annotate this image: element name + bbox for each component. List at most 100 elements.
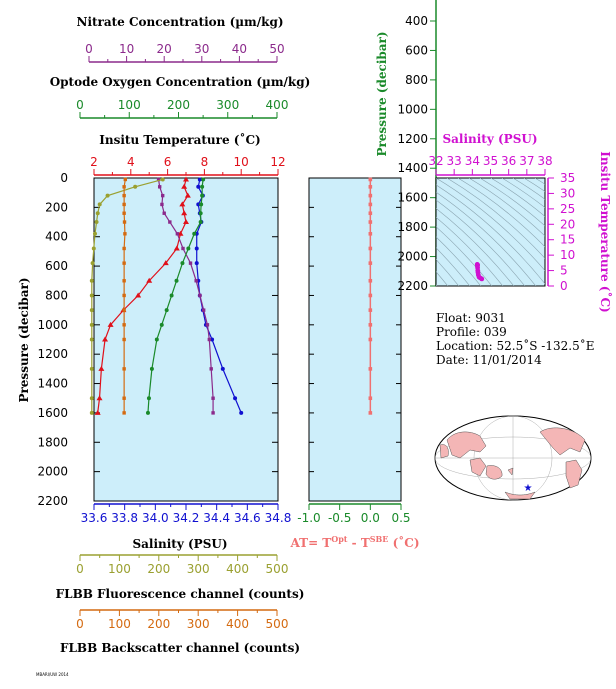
backscatter-point [122,202,126,207]
backscatter-point [122,293,126,298]
density-contour [479,178,545,227]
oxygen-axis: 0 100 200 300 400 [76,98,289,119]
backscatter-tick-label: 200 [147,617,170,631]
ts-pressure-tick-label: 1800 [397,220,428,234]
dtemp-profile [368,177,373,415]
oxygen-tick-label: 400 [266,98,289,112]
nitrate-point [157,185,162,189]
ts-pressure-tick-label: 400 [405,14,428,28]
pressure-tick-label: 400 [45,230,68,244]
ts-temperature-tick-label: 30 [560,186,575,200]
temperature-point [179,201,186,207]
dtemp-point [368,185,373,189]
fluorescence-tick-label: 200 [147,562,170,576]
profile-number: Profile: 039 [436,325,507,339]
dtemp-point [368,337,373,342]
salinity-point [197,177,202,182]
backscatter-point [123,232,127,236]
nitrate-tick-label: 30 [194,42,209,56]
backscatter-point [122,411,126,415]
pressure-tick-label: 800 [45,288,68,302]
density-contour [436,207,515,286]
temperature-point [135,292,142,298]
oxygen-point [154,337,159,342]
salinity-axis: 33.6 33.8 34.0 34.2 34.4 34.6 34.8 [81,503,292,525]
ts-temperature-tick-label: 20 [560,217,575,231]
ts-salinity-tick-label: 32 [428,154,443,168]
pressure-axis: 0 200 400 600 800 1000 1200 1400 1600 1800 2000 220… [37,171,278,508]
ts-salinity-axis: 32 33 34 35 36 37 38 [428,154,553,176]
backscatter-point [122,211,126,215]
ts-salinity-tick-label: 36 [501,154,516,168]
temperature-point [102,336,109,342]
oxygen-point [174,278,179,283]
ts-salinity-axis-label: Salinity (PSU) [442,132,537,146]
salinity-tick-label: 34.8 [265,511,292,525]
backscatter-tick-label: 400 [226,617,249,631]
oxygen-point [180,261,185,266]
temperature-point [107,321,114,327]
nitrate-axis: 0 10 20 30 40 50 [85,42,285,63]
dtemp-point [368,177,373,182]
oxygen-axis-label: Optode Oxygen Concentration (µm/kg) [50,75,311,89]
backscatter-axis-label: FLBB Backscatter channel (counts) [60,641,300,655]
nitrate-point [181,246,185,251]
nitrate-point [168,220,172,224]
nitrate-point [175,232,180,236]
dtemp-point [368,323,373,327]
backscatter-point [122,246,126,251]
temperature-point [94,409,101,415]
density-contour [490,178,545,217]
oxygen-point [164,308,169,313]
dtemp-point [368,367,373,371]
backscatter-point [123,177,128,182]
density-contours [436,178,545,286]
nitrate-point [211,411,215,415]
ts-salinity-tick-label: 38 [537,154,552,168]
float-id: Float: 9031 [436,311,506,325]
dtemp-tick-label: 0.5 [391,511,410,525]
fluorescence-tick-label: 500 [266,562,289,576]
temperature-point [181,183,188,189]
dtemp-point [368,246,373,251]
density-contour [446,178,545,259]
ts-pressure-axis-label: Pressure (decibar) [375,31,389,156]
nitrate-point [211,396,215,400]
density-contour [436,191,537,286]
oxygen-point [192,231,197,236]
nitrate-point [201,308,206,312]
oxygen-point [169,293,174,298]
ts-temperature-tick-label: 10 [560,248,575,262]
pressure-tick-label: 1200 [37,347,68,361]
ts-temperature-tick-label: 15 [560,233,575,247]
temperature-tick-label: 4 [127,155,135,169]
density-contour [501,178,545,208]
temperature-tick-label: 10 [234,155,249,169]
ts-pressure-tick-label: 1400 [397,161,428,175]
dtemp-point [368,231,373,236]
salinity-point [233,396,238,401]
backscatter-point [122,185,126,189]
backscatter-tick-label: 100 [108,617,131,631]
date: Date: 11/01/2014 [436,353,542,367]
pressure-tick-label: 1800 [37,435,68,449]
salinity-tick-label: 34.4 [203,511,230,525]
pressure-tick-label: 2000 [37,465,68,479]
density-contour [436,184,545,285]
density-contour [468,178,545,237]
temperature-point [184,192,191,198]
dtemp-plot-area [308,177,402,502]
ts-pressure-tick-label: 2200 [397,279,428,293]
pressure-tick-label: 1400 [37,377,68,391]
temperature-tick-label: 12 [270,155,285,169]
density-contour [436,199,526,286]
fluorescence-tick-label: 300 [187,562,210,576]
backscatter-point [122,261,126,265]
nitrate-tick-label: 10 [119,42,134,56]
map-graticule [434,415,592,501]
backscatter-tick-label: 0 [76,617,84,631]
oxygen-point [199,202,204,207]
nitrate-point [160,202,164,207]
fluorescence-point [89,308,94,313]
